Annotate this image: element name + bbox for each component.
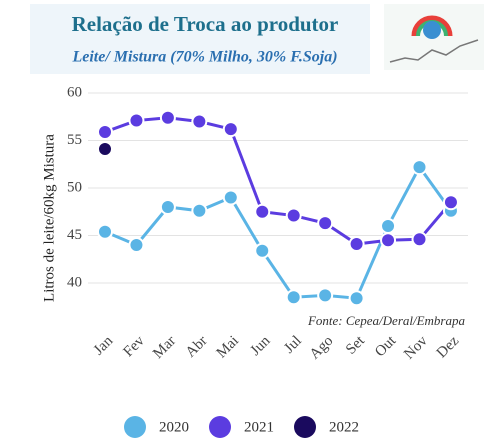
data-point	[97, 123, 113, 140]
x-tick-label: Jan	[91, 333, 117, 359]
series-line	[104, 164, 453, 300]
data-point	[285, 207, 302, 224]
legend-label: 2022	[329, 419, 359, 435]
y-axis-label: Litros de leite/60kg Mistura	[41, 134, 57, 302]
data-point	[159, 199, 176, 215]
data-point	[97, 223, 113, 240]
x-tick-label: Fev	[120, 333, 148, 361]
data-point	[285, 289, 302, 306]
data-point	[254, 203, 271, 220]
x-tick-label: Dez	[434, 333, 463, 362]
chart-title: Relação de Troca ao produtor	[72, 12, 339, 36]
legend-swatch	[124, 416, 146, 438]
x-tick-label: Jun	[247, 333, 273, 359]
y-tick-label: 40	[67, 274, 82, 290]
annotation: Fonte: Cepea/Deral/Embrapa	[307, 313, 466, 328]
x-tick-label: Ago	[307, 333, 337, 363]
title-box	[30, 4, 370, 74]
data-point	[159, 109, 176, 126]
data-point	[254, 242, 271, 259]
data-point	[317, 287, 334, 304]
data-point	[128, 237, 145, 253]
legend-label: 2021	[244, 419, 274, 435]
data-point	[411, 159, 428, 176]
x-tick-label: Nov	[401, 333, 431, 363]
y-tick-label: 45	[67, 227, 82, 243]
data-point	[348, 290, 365, 307]
legend-swatch	[294, 416, 316, 438]
data-point	[222, 121, 239, 138]
y-tick-label: 55	[67, 132, 82, 148]
data-point	[97, 141, 113, 158]
logo	[384, 4, 484, 70]
data-point	[411, 231, 428, 248]
series-line	[104, 116, 453, 246]
legend-swatch	[209, 416, 231, 438]
data-point	[317, 215, 334, 232]
data-point	[348, 236, 365, 253]
data-point	[191, 202, 208, 219]
data-point	[191, 113, 208, 130]
y-tick-label: 60	[67, 84, 82, 100]
data-point	[380, 232, 397, 249]
data-point	[128, 112, 145, 129]
x-tick-label: Jul	[281, 333, 305, 357]
x-tick-label: Mar	[150, 333, 179, 362]
chart-subtitle: Leite/ Mistura (70% Milho, 30% F.Soja)	[71, 49, 337, 66]
x-tick-label: Mai	[214, 333, 242, 361]
y-tick-label: 50	[67, 179, 82, 195]
data-point	[442, 194, 459, 211]
x-tick-label: Out	[372, 332, 400, 360]
x-tick-label: Set	[343, 332, 368, 357]
data-point	[380, 218, 397, 234]
x-tick-label: Abr	[183, 333, 211, 361]
legend-label: 2020	[159, 419, 189, 435]
data-point	[222, 189, 239, 206]
